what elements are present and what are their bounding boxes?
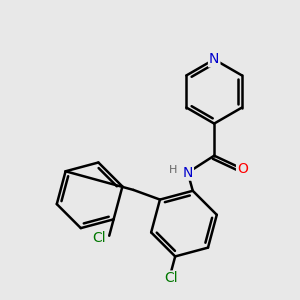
Text: Cl: Cl [92,231,106,244]
Text: N: N [209,52,219,66]
Text: N: N [183,166,193,180]
Text: Cl: Cl [164,272,178,286]
Text: O: O [237,162,248,176]
Text: H: H [169,165,178,175]
